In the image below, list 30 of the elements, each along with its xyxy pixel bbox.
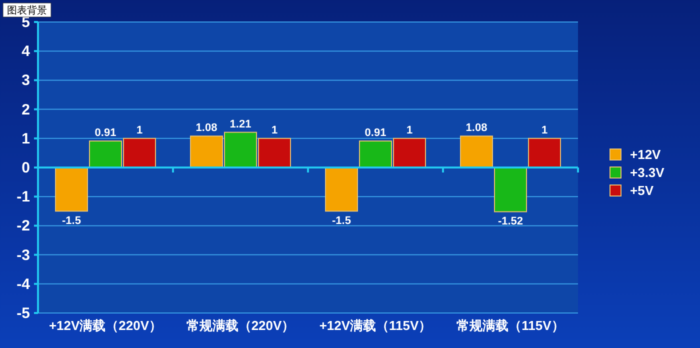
- data-label: 1.08: [196, 122, 218, 134]
- data-label: 1.21: [230, 118, 252, 130]
- data-label: -1.52: [498, 216, 524, 228]
- data-label: 1: [136, 124, 143, 136]
- y-tick-label: -5: [16, 305, 30, 322]
- x-tick-label: 常规满载（115V）: [456, 318, 564, 333]
- data-label: 1: [406, 124, 413, 136]
- x-tick-label: +12V满载（115V）: [319, 318, 432, 333]
- y-tick-label: -4: [16, 276, 31, 293]
- data-label: -1.5: [332, 215, 351, 228]
- y-tick-label: 4: [22, 43, 31, 60]
- y-tick-label: 3: [22, 72, 30, 90]
- data-label: 1.08: [466, 122, 488, 134]
- y-tick-label: 2: [22, 101, 30, 118]
- data-label: -1.5: [62, 215, 81, 228]
- x-tick-label: +12V满载（220V）: [48, 318, 162, 333]
- y-tick-label: 1: [22, 130, 30, 148]
- legend-label: +3.3V: [630, 165, 665, 180]
- data-label: 0.91: [364, 127, 386, 140]
- x-tick-label: 常规满载（220V）: [186, 318, 295, 333]
- legend-label: +12V: [630, 147, 662, 162]
- y-tick-label: -2: [16, 218, 30, 235]
- data-label: 1: [271, 124, 278, 136]
- y-tick-label: -1: [16, 188, 30, 206]
- text: 图表背景: [7, 4, 47, 16]
- data-label: 0.91: [94, 127, 116, 140]
- legend-label: +5V: [630, 183, 654, 198]
- y-tick-label: 0: [22, 160, 30, 176]
- data-label: 1: [541, 124, 548, 136]
- y-tick-label: -3: [16, 246, 30, 264]
